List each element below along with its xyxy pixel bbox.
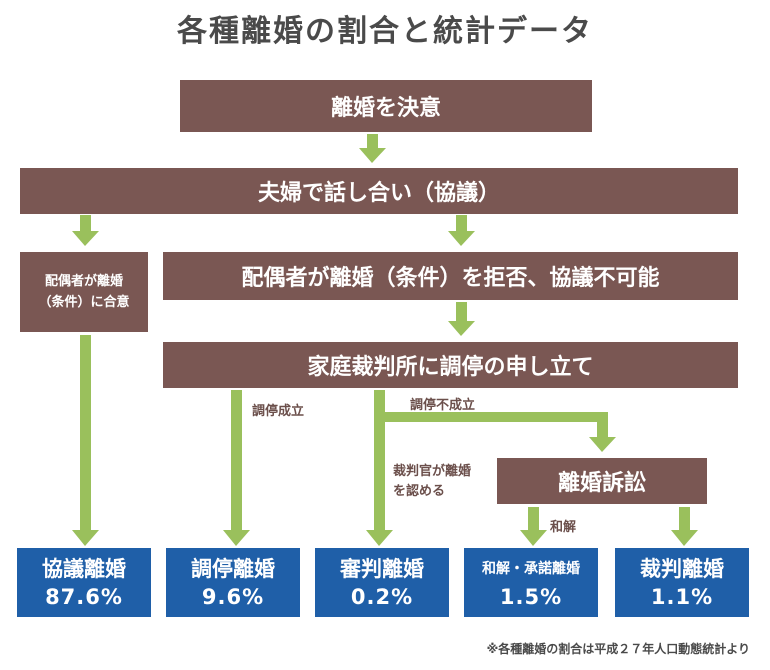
arrow-decide-to-discuss-shaft bbox=[367, 134, 378, 150]
arrow-refuse-to-mediation-shaft bbox=[456, 302, 467, 323]
box-decide-label: 離婚を決意 bbox=[330, 96, 441, 121]
result-value: 9.6% bbox=[201, 584, 265, 609]
result-value: 87.6% bbox=[45, 584, 123, 609]
box-discuss: 夫婦で話し合い（協議） bbox=[20, 168, 738, 214]
result-value: 1.5% bbox=[499, 584, 563, 609]
arrow-settlement-head bbox=[520, 530, 547, 546]
arrow-to-lawsuit-horizontal bbox=[374, 412, 607, 422]
result-value: 1.1% bbox=[650, 584, 714, 609]
result-name: 調停離婚 bbox=[191, 556, 275, 581]
label-judge-line2: を認める bbox=[393, 484, 446, 499]
result-wakai: 和解・承諾離婚 1.5% bbox=[464, 548, 598, 617]
box-mediation-label: 家庭裁判所に調停の申し立て bbox=[307, 355, 594, 380]
label-judge-line1: 裁判官が離婚 bbox=[393, 464, 472, 479]
box-discuss-label: 夫婦で話し合い（協議） bbox=[257, 181, 500, 206]
result-name: 協議離婚 bbox=[42, 556, 126, 581]
box-decide: 離婚を決意 bbox=[180, 80, 592, 132]
source-note: ※各種離婚の割合は平成２７年人口動態統計より bbox=[486, 642, 750, 656]
result-value: 0.2% bbox=[350, 584, 414, 609]
arrow-agree-to-result-head bbox=[72, 530, 99, 546]
arrow-court-shaft bbox=[679, 507, 690, 532]
arrow-decide-to-discuss-head bbox=[359, 148, 386, 163]
box-lawsuit-label: 離婚訴訟 bbox=[557, 471, 646, 496]
arrow-agree-to-result-shaft bbox=[80, 335, 91, 532]
arrow-settlement-shaft bbox=[528, 507, 539, 532]
box-refuse: 配偶者が離婚（条件）を拒否、協議不可能 bbox=[163, 252, 738, 300]
box-agree-line2: （条件）に合意 bbox=[38, 295, 130, 310]
arrow-judge-shaft bbox=[374, 390, 385, 532]
arrow-to-lawsuit-shaft bbox=[597, 412, 608, 439]
result-name: 審判離婚 bbox=[340, 556, 424, 581]
arrow-refuse-to-mediation-head bbox=[448, 321, 475, 336]
arrow-mediation-success-head bbox=[223, 530, 250, 546]
arrow-discuss-to-refuse-shaft bbox=[456, 215, 467, 233]
label-judge: 裁判官が離婚 を認める bbox=[393, 462, 471, 502]
result-name: 和解・承諾離婚 bbox=[482, 560, 580, 577]
arrow-discuss-to-agree-shaft bbox=[80, 215, 91, 233]
box-mediation: 家庭裁判所に調停の申し立て bbox=[163, 342, 738, 388]
arrow-mediation-success-shaft bbox=[231, 390, 242, 532]
page-title: 各種離婚の割合と統計データ bbox=[177, 14, 593, 49]
box-lawsuit: 離婚訴訟 bbox=[497, 458, 707, 504]
arrow-discuss-to-refuse-head bbox=[448, 231, 475, 246]
result-name: 裁判離婚 bbox=[640, 556, 724, 581]
arrow-court-head bbox=[671, 530, 698, 546]
result-shinpan: 審判離婚 0.2% bbox=[315, 548, 449, 617]
box-refuse-label: 配偶者が離婚（条件）を拒否、協議不可能 bbox=[241, 266, 660, 291]
label-mediation-success: 調停成立 bbox=[252, 404, 305, 419]
arrow-judge-head bbox=[366, 530, 393, 546]
box-agree: 配偶者が離婚 （条件）に合意 bbox=[20, 252, 148, 332]
box-agree-line1: 配偶者が離婚 bbox=[44, 274, 123, 289]
result-chotei: 調停離婚 9.6% bbox=[166, 548, 300, 617]
label-mediation-fail: 調停不成立 bbox=[410, 398, 476, 413]
label-settlement: 和解 bbox=[550, 520, 577, 535]
result-kyogi: 協議離婚 87.6% bbox=[17, 548, 151, 617]
result-saiban: 裁判離婚 1.1% bbox=[615, 548, 749, 617]
arrow-to-lawsuit-head bbox=[589, 437, 616, 452]
arrow-discuss-to-agree-head bbox=[72, 231, 99, 246]
